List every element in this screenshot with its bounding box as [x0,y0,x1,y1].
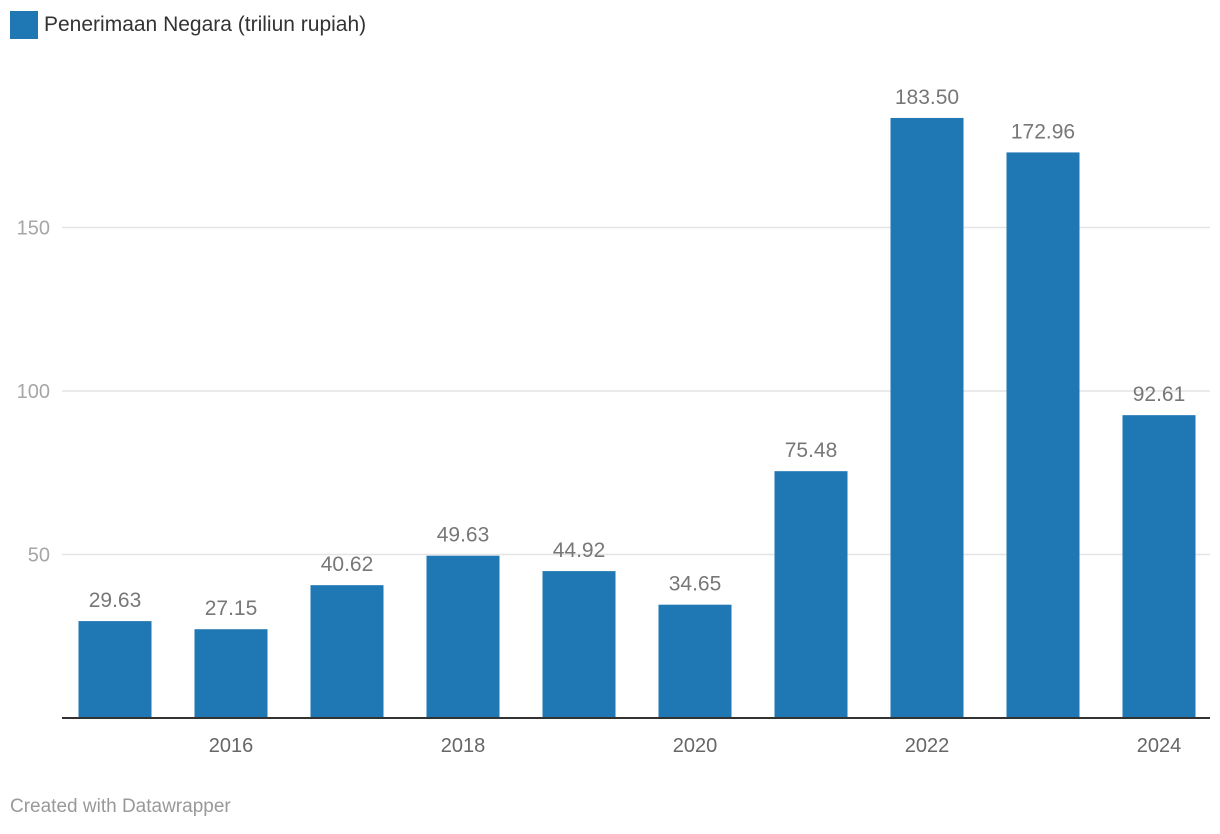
legend-swatch [10,11,38,39]
legend-label: Penerimaan Negara (triliun rupiah) [44,13,367,36]
value-label-2018: 49.63 [437,524,490,547]
legend: Penerimaan Negara (triliun rupiah) [10,10,366,40]
bar-2022 [890,117,964,718]
bar-2019 [542,571,616,718]
value-label-2021: 75.48 [785,439,838,462]
bar-2023 [1006,152,1080,719]
x-tick-label-2022: 2022 [905,735,950,757]
value-label-2024: 92.61 [1133,383,1186,406]
value-label-2019: 44.92 [553,539,606,562]
x-tick-label-2020: 2020 [673,735,718,757]
x-tick-label-2024: 2024 [1137,735,1182,757]
value-label-2015: 29.63 [89,589,142,612]
bar-2015 [78,621,152,718]
bar-2021 [774,471,848,718]
footer-credit: Created with Datawrapper [10,796,231,817]
bar-2016 [194,629,268,718]
bar-2018 [426,555,500,718]
x-tick-label-2018: 2018 [441,735,486,757]
bar-2024 [1122,415,1196,718]
bar-2017 [310,585,384,718]
value-label-2022: 183.50 [895,86,959,109]
y-tick-label: 100 [17,381,50,403]
x-tick-label-2016: 2016 [209,735,254,757]
bar-2020 [658,604,732,718]
value-label-2023: 172.96 [1011,120,1075,143]
value-label-2020: 34.65 [669,573,722,596]
y-tick-label: 50 [28,545,50,567]
value-label-2016: 27.15 [205,597,258,620]
value-label-2017: 40.62 [321,553,374,576]
y-tick-label: 150 [17,218,50,240]
